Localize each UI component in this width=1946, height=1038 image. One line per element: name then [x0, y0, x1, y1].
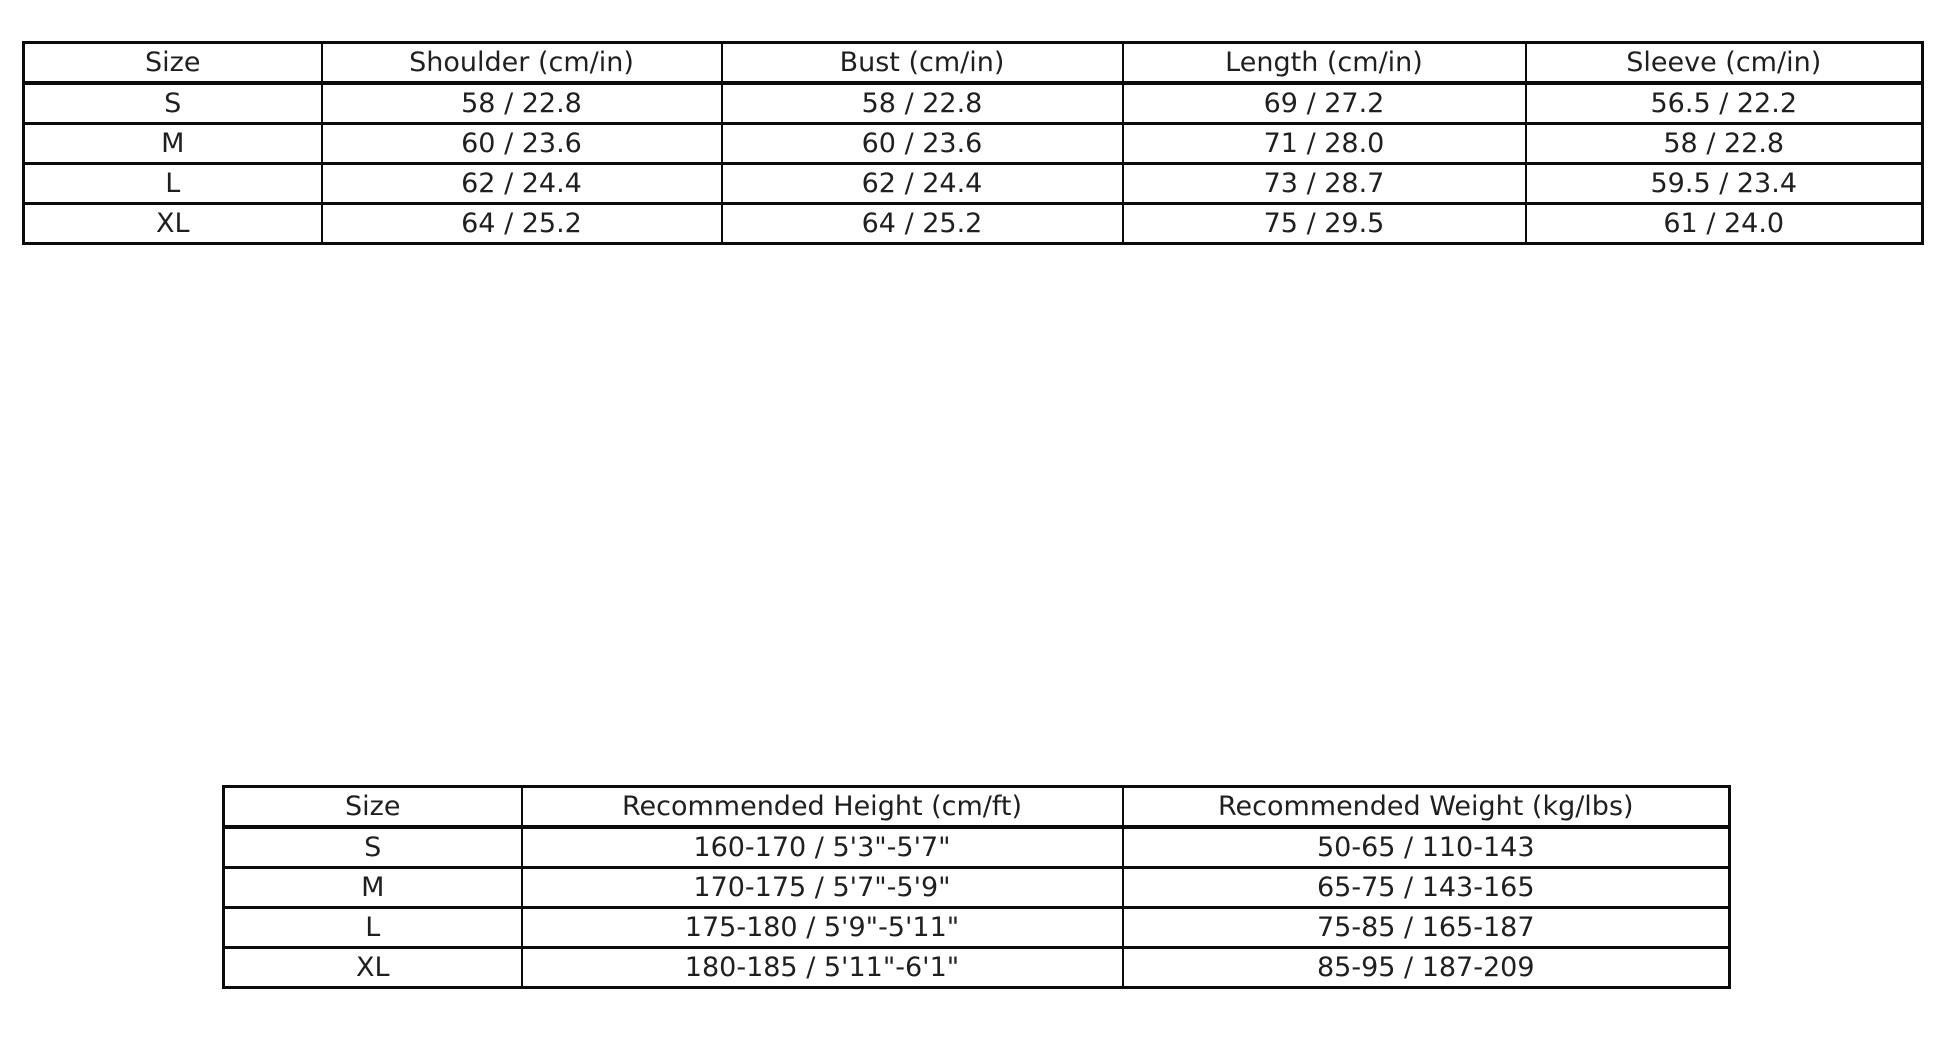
value-cell: 64 / 25.2	[320, 202, 723, 245]
header-row: Size Recommended Height (cm/ft) Recommende…	[222, 785, 1731, 829]
column-header: Length (cm/in)	[1121, 41, 1527, 85]
value-cell: 60 / 23.6	[320, 122, 723, 165]
recommendation-body: S 160-170 / 5'3"-5'7" 50-65 / 110-143 M 170-…	[222, 825, 1731, 989]
recommendation-header: Size Recommended Height (cm/ft) Recommende…	[222, 785, 1731, 829]
size-label-cell: XL	[222, 946, 523, 989]
value-cell: 58 / 22.8	[320, 81, 723, 125]
table-row: M 170-175 / 5'7"-5'9" 65-75 / 143-165	[222, 866, 1731, 909]
table-row: M 60 / 23.6 60 / 23.6 71 / 28.0 58 / 22.8	[22, 122, 1924, 165]
column-header: Size	[222, 785, 523, 829]
value-cell: 61 / 24.0	[1524, 202, 1924, 245]
height-weight-recommendation-table: Size Recommended Height (cm/ft) Recommende…	[222, 785, 1731, 989]
size-label-cell: S	[22, 81, 323, 125]
value-cell: 175-180 / 5'9"-5'11"	[520, 906, 1124, 949]
column-header: Bust (cm/in)	[720, 41, 1124, 85]
table-row: S 160-170 / 5'3"-5'7" 50-65 / 110-143	[222, 825, 1731, 869]
table-row: XL 180-185 / 5'11"-6'1" 85-95 / 187-209	[222, 946, 1731, 989]
value-cell: 60 / 23.6	[720, 122, 1124, 165]
value-cell: 58 / 22.8	[720, 81, 1124, 125]
column-header: Shoulder (cm/in)	[320, 41, 723, 85]
value-cell: 69 / 27.2	[1121, 81, 1527, 125]
value-cell: 71 / 28.0	[1121, 122, 1527, 165]
value-cell: 58 / 22.8	[1524, 122, 1924, 165]
size-chart-body: S 58 / 22.8 58 / 22.8 69 / 27.2 56.5 / 22.2 M…	[22, 81, 1924, 245]
table-row: XL 64 / 25.2 64 / 25.2 75 / 29.5 61 / 24.0	[22, 202, 1924, 245]
column-header: Recommended Weight (kg/lbs)	[1121, 785, 1731, 829]
value-cell: 62 / 24.4	[320, 162, 723, 205]
table-row: L 175-180 / 5'9"-5'11" 75-85 / 165-187	[222, 906, 1731, 949]
value-cell: 180-185 / 5'11"-6'1"	[520, 946, 1124, 989]
size-label-cell: XL	[22, 202, 323, 245]
size-label-cell: M	[22, 122, 323, 165]
value-cell: 56.5 / 22.2	[1524, 81, 1924, 125]
value-cell: 75 / 29.5	[1121, 202, 1527, 245]
table-row: S 58 / 22.8 58 / 22.8 69 / 27.2 56.5 / 22.2	[22, 81, 1924, 125]
value-cell: 75-85 / 165-187	[1121, 906, 1731, 949]
size-label-cell: M	[222, 866, 523, 909]
size-label-cell: L	[222, 906, 523, 949]
value-cell: 50-65 / 110-143	[1121, 825, 1731, 869]
value-cell: 170-175 / 5'7"-5'9"	[520, 866, 1124, 909]
column-header: Recommended Height (cm/ft)	[520, 785, 1124, 829]
value-cell: 65-75 / 143-165	[1121, 866, 1731, 909]
size-label-cell: S	[222, 825, 523, 869]
column-header: Size	[22, 41, 323, 85]
value-cell: 64 / 25.2	[720, 202, 1124, 245]
size-label-cell: L	[22, 162, 323, 205]
size-chart-header: Size Shoulder (cm/in) Bust (cm/in) Length (…	[22, 41, 1924, 85]
value-cell: 62 / 24.4	[720, 162, 1124, 205]
table-row: L 62 / 24.4 62 / 24.4 73 / 28.7 59.5 / 23.4	[22, 162, 1924, 205]
header-row: Size Shoulder (cm/in) Bust (cm/in) Length (…	[22, 41, 1924, 85]
value-cell: 59.5 / 23.4	[1524, 162, 1924, 205]
value-cell: 160-170 / 5'3"-5'7"	[520, 825, 1124, 869]
value-cell: 73 / 28.7	[1121, 162, 1527, 205]
value-cell: 85-95 / 187-209	[1121, 946, 1731, 989]
column-header: Sleeve (cm/in)	[1524, 41, 1924, 85]
garment-measurements-table: Size Shoulder (cm/in) Bust (cm/in) Length (…	[22, 41, 1924, 245]
